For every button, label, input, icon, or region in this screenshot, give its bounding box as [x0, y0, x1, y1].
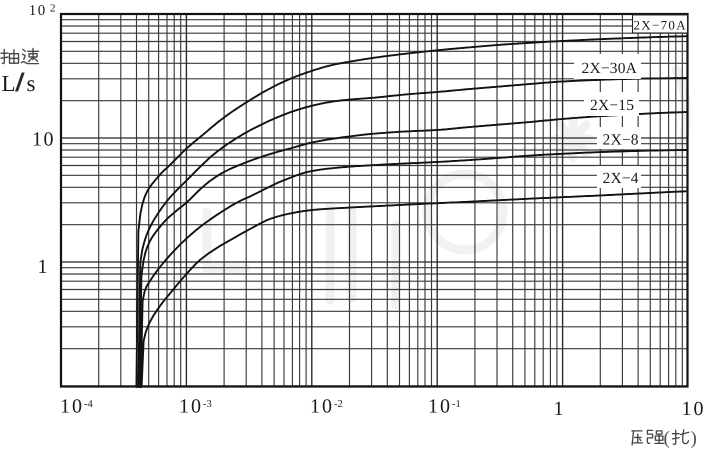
svg-text:-1: -1 — [452, 399, 461, 410]
svg-text:1: 1 — [554, 398, 564, 420]
svg-text:10: 10 — [179, 396, 203, 418]
svg-text:2X−4: 2X−4 — [603, 170, 639, 187]
svg-text:2X−30A: 2X−30A — [582, 60, 638, 77]
svg-text:10: 10 — [29, 3, 47, 19]
svg-text:1: 1 — [38, 256, 48, 278]
svg-text:-4: -4 — [84, 399, 93, 410]
svg-text:2X−70A: 2X−70A — [634, 18, 687, 33]
svg-text:10: 10 — [60, 396, 84, 418]
svg-text:): ) — [691, 428, 697, 449]
svg-text:s: s — [27, 71, 36, 96]
svg-text:10: 10 — [428, 396, 452, 418]
svg-text:L: L — [2, 71, 16, 96]
svg-text:10: 10 — [682, 398, 705, 420]
svg-text:(: ( — [664, 428, 670, 449]
svg-text:-3: -3 — [203, 399, 212, 410]
svg-text:10: 10 — [32, 129, 55, 151]
svg-text:2: 2 — [50, 3, 56, 15]
svg-text:2X−15: 2X−15 — [590, 97, 634, 114]
svg-text:-2: -2 — [334, 399, 343, 410]
svg-text:10: 10 — [310, 396, 334, 418]
svg-text:2X−8: 2X−8 — [603, 132, 639, 149]
